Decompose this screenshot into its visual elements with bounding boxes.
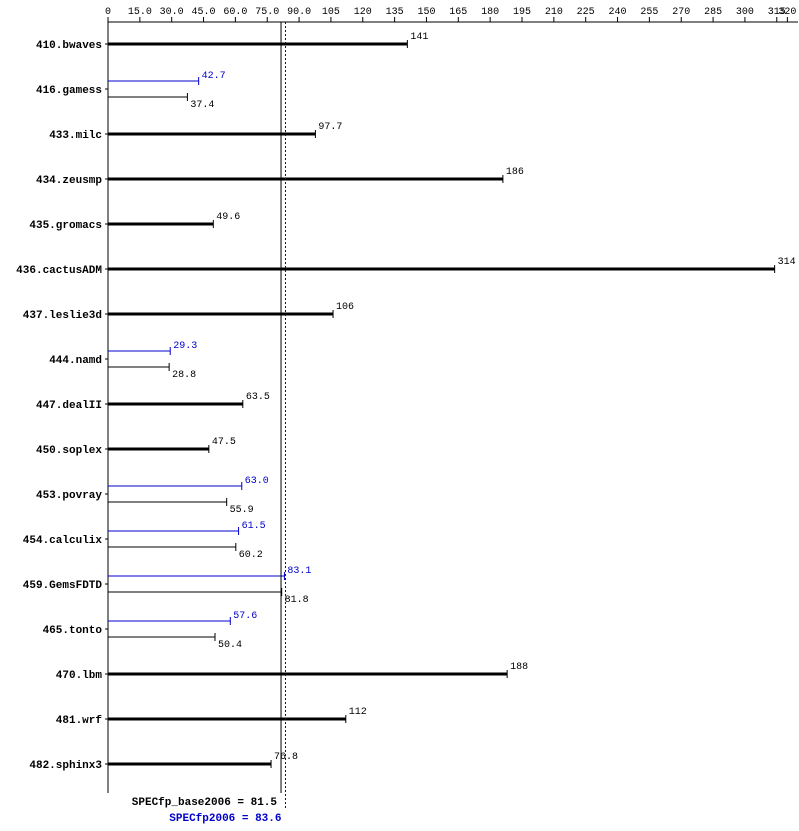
benchmark-label: 434.zeusmp [36,175,102,187]
base-value-label: 188 [510,662,528,673]
base-value-label: 186 [506,167,524,178]
peak-value-label: 63.0 [245,476,269,487]
base-value-label: 50.4 [218,640,242,651]
benchmark-label: 435.gromacs [29,220,102,232]
x-axis-tick-label: 225 [577,7,595,18]
peakline-label: SPECfp2006 = 83.6 [169,813,281,825]
x-axis-tick-label: 15.0 [128,7,152,18]
peak-value-label: 57.6 [233,611,257,622]
x-axis-tick-label: 255 [640,7,658,18]
x-axis-tick-label: 150 [417,7,435,18]
x-axis-tick-label: 270 [672,7,690,18]
peak-value-label: 42.7 [202,71,226,82]
benchmark-label: 433.milc [49,130,102,142]
x-axis-tick-label: 90.0 [287,7,311,18]
x-axis-tick-label: 210 [545,7,563,18]
benchmark-label: 450.soplex [36,445,102,457]
benchmark-label: 453.povray [36,490,102,502]
base-value-label: 76.8 [274,752,298,763]
benchmark-label: 465.tonto [43,625,103,637]
base-value-label: 28.8 [172,370,196,381]
benchmark-label: 437.leslie3d [23,310,102,322]
chart-background [0,0,799,831]
base-value-label: 106 [336,302,354,313]
base-value-label: 81.8 [285,595,309,606]
benchmark-label: 454.calculix [23,535,103,547]
base-value-label: 60.2 [239,550,263,561]
benchmark-label: 470.lbm [56,670,103,682]
base-value-label: 49.6 [216,212,240,223]
base-value-label: 112 [349,707,367,718]
benchmark-label: 410.bwaves [36,40,102,52]
benchmark-label: 416.gamess [36,85,102,97]
base-value-label: 141 [410,32,428,43]
x-axis-tick-label: 240 [609,7,627,18]
benchmark-label: 447.dealII [36,400,102,412]
base-value-label: 47.5 [212,437,236,448]
x-axis-tick-label: 105 [322,7,340,18]
peak-value-label: 83.1 [287,566,311,577]
benchmark-label: 444.namd [49,355,102,367]
x-axis-tick-label: 195 [513,7,531,18]
spec-bar-chart: 0 15.0 30.0 45.0 60.0 75.0 90.0 105 120 135 150 165… [0,0,799,831]
benchmark-label: 481.wrf [56,715,103,727]
base-value-label: 37.4 [190,100,214,111]
x-axis-tick-label: 165 [449,7,467,18]
baseline-label: SPECfp_base2006 = 81.5 [132,797,278,809]
base-value-label: 55.9 [230,505,254,516]
base-value-label: 314 [778,257,796,268]
benchmark-label: 436.cactusADM [16,265,102,277]
base-value-label: 97.7 [318,122,342,133]
x-axis-tick-label: 60.0 [223,7,247,18]
peak-value-label: 29.3 [173,341,197,352]
x-axis-tick-label: 135 [386,7,404,18]
benchmark-label: 459.GemsFDTD [23,580,103,592]
x-axis-tick-label: 300 [736,7,754,18]
x-axis-tick-label: 45.0 [192,7,216,18]
x-axis-tick-label: 0 [105,7,111,18]
x-axis-tick-label: 320 [778,7,796,18]
x-axis-tick-label: 30.0 [160,7,184,18]
x-axis-tick-label: 120 [354,7,372,18]
peak-value-label: 61.5 [242,521,266,532]
x-axis-tick-label: 180 [481,7,499,18]
base-value-label: 63.5 [246,392,270,403]
x-axis-tick-label: 75.0 [255,7,279,18]
benchmark-label: 482.sphinx3 [29,760,102,772]
x-axis-tick-label: 285 [704,7,722,18]
